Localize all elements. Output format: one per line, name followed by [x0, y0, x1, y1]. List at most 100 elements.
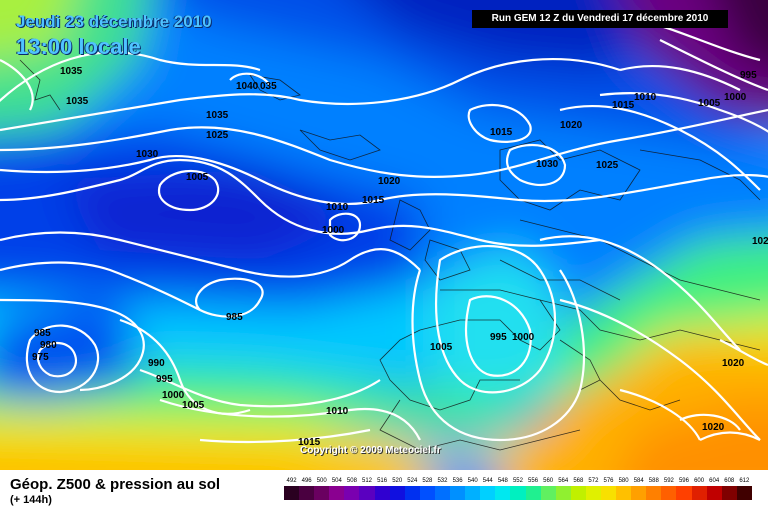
scale-label: 496 — [301, 478, 312, 484]
run-info: Run GEM 12 Z du Vendredi 17 décembre 201… — [472, 10, 728, 28]
pressure-label: 1015 — [490, 127, 513, 138]
pressure-label: 1023 — [752, 236, 768, 247]
scale-swatch — [284, 486, 300, 500]
scale-swatch — [344, 486, 360, 500]
scale-swatch — [299, 486, 315, 500]
scale-label: 512 — [362, 478, 373, 484]
scale-label: 544 — [482, 478, 493, 484]
pressure-label: 1005 — [182, 400, 205, 411]
scale-label: 552 — [512, 478, 523, 484]
pressure-label: 1020 — [722, 358, 745, 369]
pressure-label: 1015 — [298, 437, 321, 448]
pressure-label: 1000 — [724, 92, 747, 103]
pressure-label: 1000 — [162, 390, 185, 401]
pressure-label: 1000 — [512, 332, 535, 343]
pressure-label: 1010 — [326, 406, 349, 417]
pressure-label: 1005 — [186, 172, 209, 183]
scale-swatch — [676, 486, 692, 500]
scale-swatch — [510, 486, 526, 500]
pressure-label: 975 — [32, 352, 49, 363]
scale-label: 524 — [407, 478, 418, 484]
pressure-label: 1040 — [236, 81, 259, 92]
pressure-label: 1020 — [560, 120, 583, 131]
pressure-label: 1025 — [206, 130, 229, 141]
scale-label: 564 — [558, 478, 569, 484]
scale-swatch — [736, 486, 752, 500]
scale-swatch — [374, 486, 390, 500]
scale-label: 528 — [422, 478, 433, 484]
pressure-label: 1015 — [612, 100, 635, 111]
pressure-label: 1005 — [430, 342, 453, 353]
map-title: Géop. Z500 & pression au sol — [10, 476, 221, 493]
pressure-label: 990 — [148, 358, 165, 369]
pressure-label: 1020 — [702, 422, 725, 433]
scale-label: 592 — [663, 478, 674, 484]
forecast-date: Jeudi 23 décembre 2010 — [16, 12, 212, 31]
scale-label: 572 — [588, 478, 599, 484]
scale-label: 568 — [573, 478, 584, 484]
pressure-label: 1035 — [66, 96, 89, 107]
scale-label: 600 — [694, 478, 705, 484]
coastlines — [19, 59, 761, 451]
pressure-label: 1030 — [536, 159, 559, 170]
scale-label: 556 — [528, 478, 539, 484]
scale-swatch — [450, 486, 466, 500]
pressure-label: 985 — [226, 312, 243, 323]
isobars — [0, 18, 768, 444]
scale-label: 612 — [739, 478, 750, 484]
pressure-label: 1000 — [322, 225, 345, 236]
scale-label: 516 — [377, 478, 388, 484]
scale-swatch — [465, 486, 481, 500]
scale-swatch — [706, 486, 722, 500]
scale-label: 520 — [392, 478, 403, 484]
weather-map: 1035 1035 1040 035 1035 1025 1030 1005 1… — [0, 0, 768, 470]
scale-swatches — [284, 486, 752, 500]
pressure-label: 1010 — [326, 202, 349, 213]
scale-swatch — [721, 486, 737, 500]
scale-swatch — [646, 486, 662, 500]
scale-swatch — [314, 486, 330, 500]
scale-swatch — [419, 486, 435, 500]
scale-label: 548 — [497, 478, 508, 484]
pressure-label: 035 — [260, 81, 277, 92]
scale-label: 540 — [467, 478, 478, 484]
geopotential-field — [0, 0, 768, 470]
pressure-label: 995 — [156, 374, 173, 385]
pressure-label: 1020 — [378, 176, 401, 187]
scale-label: 604 — [709, 478, 720, 484]
scale-swatch — [616, 486, 632, 500]
pressure-label: 1005 — [698, 98, 721, 109]
pressure-label: 995 — [490, 332, 507, 343]
scale-labels: 492 496 500 504 508 512 516 520 524 528 532 536 540 5… — [284, 478, 752, 484]
scale-label: 508 — [346, 478, 357, 484]
scale-swatch — [329, 486, 345, 500]
scale-swatch — [359, 486, 375, 500]
scale-label: 596 — [678, 478, 689, 484]
scale-swatch — [555, 486, 571, 500]
scale-swatch — [480, 486, 496, 500]
scale-label: 576 — [603, 478, 614, 484]
scale-swatch — [631, 486, 647, 500]
scale-label: 536 — [452, 478, 463, 484]
scale-swatch — [389, 486, 405, 500]
scale-label: 560 — [543, 478, 554, 484]
scale-label: 500 — [316, 478, 327, 484]
forecast-time: 13:00 locale — [16, 34, 141, 59]
pressure-label: 1010 — [634, 92, 657, 103]
scale-swatch — [540, 486, 556, 500]
scale-swatch — [661, 486, 677, 500]
pressure-labels: 1035 1035 1040 035 1035 1025 1030 1005 1… — [32, 66, 768, 448]
color-scale: 492 496 500 504 508 512 516 520 524 528 532 536 540 5… — [284, 478, 752, 500]
legend-footer: Géop. Z500 & pression au sol (+ 144h) 49… — [0, 470, 768, 512]
pressure-label: 1035 — [206, 110, 229, 121]
scale-label: 588 — [648, 478, 659, 484]
pressure-label: 1035 — [60, 66, 83, 77]
scale-label: 532 — [437, 478, 448, 484]
pressure-label: 995 — [740, 70, 757, 81]
scale-swatch — [404, 486, 420, 500]
scale-label: 608 — [724, 478, 735, 484]
scale-label: 504 — [331, 478, 342, 484]
scale-swatch — [525, 486, 541, 500]
scale-swatch — [691, 486, 707, 500]
pressure-label: 985 — [34, 328, 51, 339]
